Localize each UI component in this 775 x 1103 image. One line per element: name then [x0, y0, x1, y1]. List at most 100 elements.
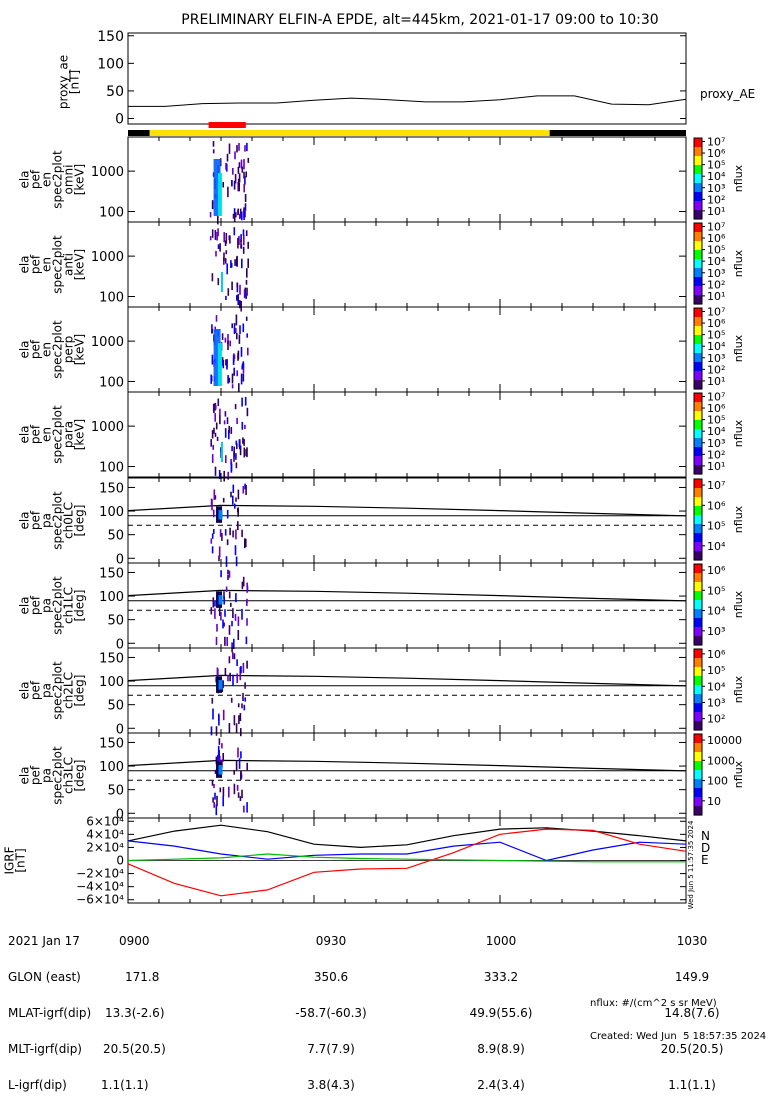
pitch-flux-core [218, 595, 223, 605]
colorbar-segment [694, 183, 702, 193]
ylabel-line: [keV] [73, 334, 87, 365]
spectrogram-pixel [232, 608, 234, 618]
footer-label-l: L-igrf(dip) [8, 1078, 67, 1092]
spectrogram-pixel [236, 333, 238, 340]
spectrogram-pixel [229, 672, 231, 682]
colorbar-segment [694, 797, 702, 807]
ylabel-line: spec2plot [51, 405, 65, 464]
spectrogram-pixel [236, 145, 238, 153]
spectrogram-pixel [219, 787, 222, 793]
spectrogram-pixel [240, 728, 242, 737]
spectrogram-pixel [232, 484, 235, 493]
spectrogram-pixel [240, 239, 242, 249]
colorbar-segment [694, 371, 702, 381]
colorbar-segment [694, 488, 702, 498]
colorbar-segment [694, 649, 702, 659]
energy-ytick-label: 1000 [91, 165, 124, 180]
colorbar-segment [694, 770, 702, 780]
spectrogram-pixel [215, 315, 218, 322]
footer-column-0900: 0900 171.8 13.3(-2.6) 20.5(20.5) 1.1(1.1… [101, 911, 166, 1103]
spectrogram-pixel [237, 210, 239, 216]
spectrogram-pixel [246, 333, 248, 338]
spectrogram-pixel [234, 151, 236, 160]
pitch-flux-core [218, 765, 223, 775]
spectrogram-pixel [223, 596, 225, 605]
footer-glon: 149.9 [674, 970, 710, 984]
spectrogram-pixel [240, 770, 242, 781]
colorbar-segment [694, 241, 702, 251]
colorbar-segment [694, 201, 702, 211]
spectrogram-pixel [228, 656, 231, 664]
spectrogram-pixel [233, 715, 236, 726]
spectrogram-pixel [224, 428, 227, 438]
colorbar-segment [694, 676, 702, 686]
spectrogram-pixel [244, 145, 246, 152]
igrf-ytick-label: 0 [116, 854, 124, 868]
colorbar-frame [693, 137, 703, 220]
spectrogram-pixel [240, 234, 242, 242]
spectrogram-pixel [227, 334, 229, 345]
spectrogram-pixel [210, 439, 212, 447]
footer-column-1000: 1000 333.2 49.9(55.6) 8.9(8.9) 2.4(3.4) [436, 911, 566, 1103]
spectrogram-pixel [235, 440, 238, 445]
spectrogram-pixel [222, 619, 224, 629]
spectrogram-pixel [212, 444, 214, 450]
spectrogram-pixel [240, 301, 242, 312]
spectrogram-pixel [237, 178, 240, 185]
pitch-spectrogram [210, 569, 249, 653]
ylabel-line: perp [62, 336, 76, 364]
spectrogram-pixel [216, 623, 218, 632]
pitch-ytick-label: 0 [116, 807, 124, 822]
spectrogram-pixel [239, 284, 241, 295]
spectrogram-pixel [221, 533, 223, 541]
spectrogram-pixel [227, 574, 229, 580]
ylabel-line: [keV] [73, 164, 87, 195]
colorbar-segment [694, 627, 702, 637]
spectrogram-pixel [241, 166, 244, 173]
colorbar-segment [694, 165, 702, 175]
spectrogram-pixel [234, 613, 237, 621]
spectrogram-pixel [233, 208, 236, 214]
spectrogram-pixel [236, 659, 238, 666]
colorbar-frame [693, 222, 703, 305]
spectrogram-pixel [210, 374, 212, 384]
spectrogram-pixel [221, 743, 223, 749]
spectrogram-pixel [213, 801, 215, 808]
spectrogram-pixel [240, 751, 242, 759]
ylabel-line: [nT] [68, 70, 82, 94]
spectrogram-pixel [212, 797, 214, 803]
spectrogram-pixel [218, 546, 221, 558]
spectrogram-pixel [211, 499, 213, 511]
energy-ytick-label: 100 [99, 461, 124, 476]
colorbar-tick-label: 10¹ [707, 290, 725, 303]
colorbar-segment [694, 156, 702, 166]
colorbar-tick-label: 10⁷ [707, 390, 725, 403]
energy-flux-core [213, 159, 221, 216]
spectrogram-pixel [212, 597, 215, 608]
colorbar-segment [694, 542, 702, 552]
spectrogram-pixel [211, 454, 214, 463]
spectrogram-pixel [223, 591, 225, 599]
spectrogram-pixel [226, 509, 229, 519]
footer-label-mlt: MLT-igrf(dip) [8, 1042, 82, 1056]
ylabel-line: IGRF [3, 846, 17, 874]
igrf-E-line [127, 853, 686, 863]
colorbar-tick-label: 10² [707, 278, 725, 291]
spectrogram-pixel [241, 258, 243, 269]
colorbar-tick-label: 10⁷ [707, 220, 725, 233]
energy-ytick-label: 1000 [91, 335, 124, 350]
spectrogram-pixel [216, 667, 219, 679]
colorbar-tick-label: 10⁴ [707, 540, 726, 553]
spectrogram-pixel [228, 425, 230, 434]
ylabel-line: pa [40, 513, 54, 528]
spectrogram-pixel [246, 447, 248, 458]
spectrogram-pixel [224, 609, 226, 617]
spectrogram-pixel [225, 586, 228, 592]
ylabel-line: spec2plot [51, 150, 65, 209]
spectrogram-pixel [245, 538, 247, 547]
spectrogram-pixel [243, 234, 245, 246]
spectrogram-pixel [243, 159, 245, 170]
spectrogram-pixel [219, 414, 221, 425]
